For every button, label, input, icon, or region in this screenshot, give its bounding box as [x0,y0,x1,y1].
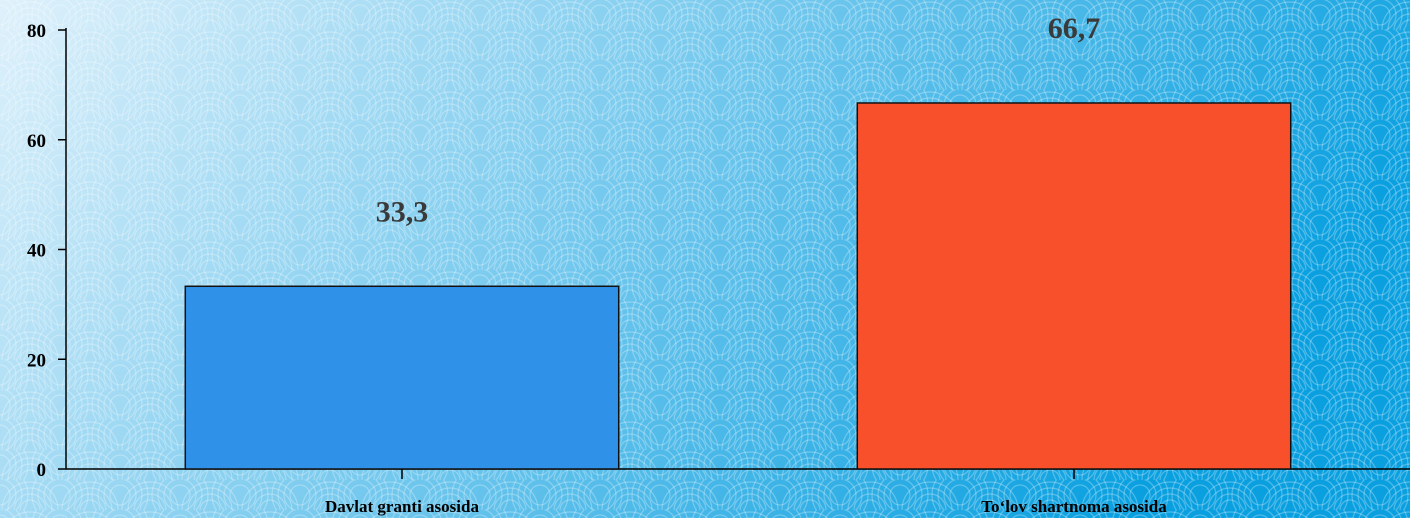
y-tick-label: 0 [37,460,47,481]
y-tick-label: 20 [27,350,46,371]
data-label: 33,3 [376,195,429,228]
y-tick-label: 40 [27,241,46,262]
y-tick-label: 60 [27,131,46,152]
data-label: 66,7 [1048,12,1101,45]
x-tick-label: To‘lov shartnoma asosida [981,497,1167,516]
bar [184,285,620,470]
y-tick-label: 80 [27,21,46,42]
plot-area: 0 20 40 60 80 Davlat granti asosida 33,3 To‘lov… [27,12,1410,516]
bar [856,102,1292,470]
x-tick-label: Davlat granti asosida [325,497,479,516]
